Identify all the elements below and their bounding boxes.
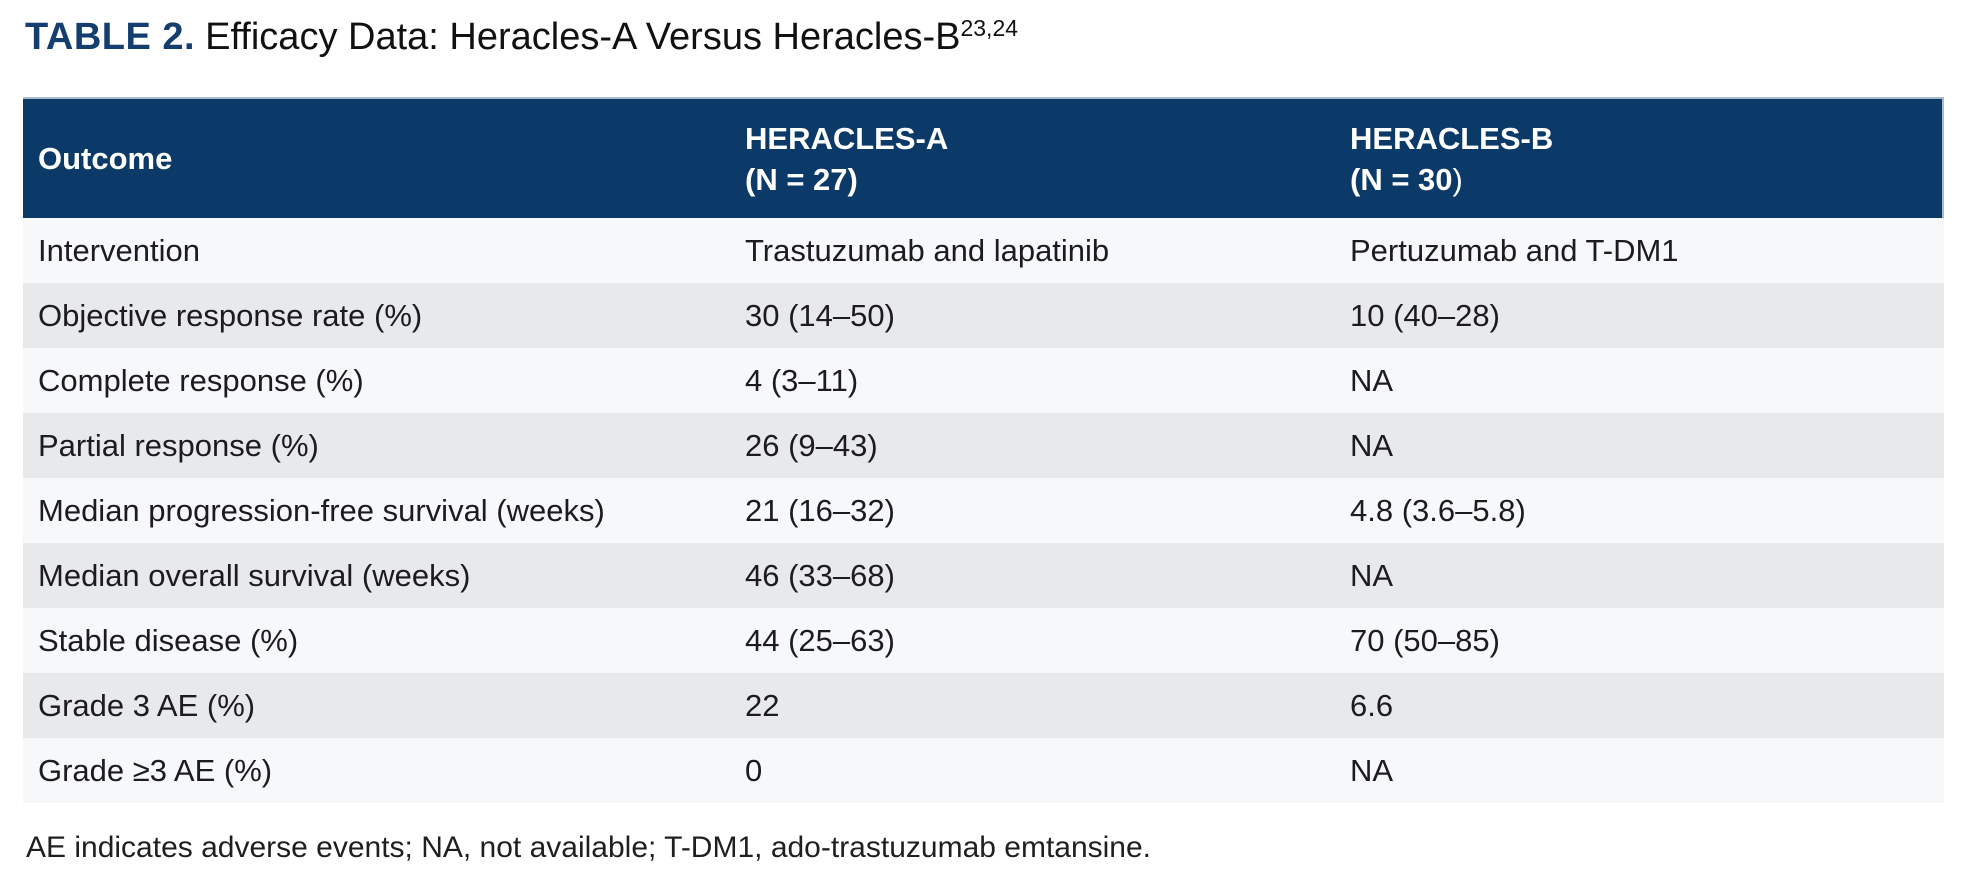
header-cell-heracles-a: HERACLES-A (N = 27) <box>745 118 1350 200</box>
heracles-a-cell: 21 (16–32) <box>745 492 895 528</box>
heracles-a-cell: 46 (33–68) <box>745 557 895 593</box>
reference-superscript: 23,24 <box>960 15 1019 41</box>
heracles-b-cell: Pertuzumab and T-DM1 <box>1350 232 1679 268</box>
table-row: Partial response (%) 26 (9–43) NA <box>23 413 1944 478</box>
outcome-cell: Complete response (%) <box>38 362 364 398</box>
heracles-b-n: (N = 30) <box>1350 161 1463 197</box>
table-row: Grade ≥3 AE (%) 0 NA <box>23 738 1944 803</box>
table-title-text: Efficacy Data: Heracles-A Versus Heracle… <box>205 16 961 58</box>
table-row: Stable disease (%) 44 (25–63) 70 (50–85) <box>23 608 1944 673</box>
heracles-a-cell: 30 (14–50) <box>745 297 895 333</box>
heracles-a-cell: 0 <box>745 752 763 788</box>
table-number-label: TABLE 2. <box>25 16 196 58</box>
table-row: Median overall survival (weeks) 46 (33–6… <box>23 543 1944 608</box>
heracles-b-cell: 10 (40–28) <box>1350 297 1500 333</box>
efficacy-table: Outcome HERACLES-A (N = 27) HERACLES-B (… <box>23 97 1944 803</box>
table-row: Median progression-free survival (weeks)… <box>23 478 1944 543</box>
heracles-b-cell: 6.6 <box>1350 687 1394 723</box>
heracles-a-cell: 26 (9–43) <box>745 427 878 463</box>
heracles-b-cell: 4.8 (3.6–5.8) <box>1350 492 1526 528</box>
heracles-a-name: HERACLES-A <box>745 120 949 156</box>
outcome-cell: Median overall survival (weeks) <box>38 557 471 593</box>
heracles-a-cell: 4 (3–11) <box>745 362 859 398</box>
heracles-a-cell: 22 <box>745 687 780 723</box>
page-title: TABLE 2. Efficacy Data: Heracles-A Versus… <box>25 14 1018 60</box>
outcome-cell: Stable disease (%) <box>38 622 299 658</box>
heracles-b-cell: NA <box>1350 752 1394 788</box>
heracles-b-cell: 70 (50–85) <box>1350 622 1500 658</box>
header-cell-heracles-b: HERACLES-B (N = 30) <box>1350 118 1942 200</box>
header-cell-outcome: Outcome <box>38 141 173 176</box>
outcome-cell: Intervention <box>38 232 200 268</box>
heracles-b-cell: NA <box>1350 427 1394 463</box>
table-row: Complete response (%) 4 (3–11) NA <box>23 348 1944 413</box>
table-row: Grade 3 AE (%) 22 6.6 <box>23 673 1944 738</box>
heracles-a-n: (N = 27) <box>745 161 858 197</box>
outcome-cell: Median progression-free survival (weeks) <box>38 492 605 528</box>
table-footnote: AE indicates adverse events; NA, not ava… <box>26 831 1152 864</box>
heracles-b-cell: NA <box>1350 557 1394 593</box>
outcome-cell: Partial response (%) <box>38 427 319 463</box>
heracles-b-cell: NA <box>1350 362 1394 398</box>
heracles-b-name: HERACLES-B <box>1350 120 1554 156</box>
table-row: Objective response rate (%) 30 (14–50) 1… <box>23 283 1944 348</box>
heracles-a-cell: Trastuzumab and lapatinib <box>745 232 1110 268</box>
table-header-row: Outcome HERACLES-A (N = 27) HERACLES-B (… <box>23 97 1944 218</box>
outcome-cell: Grade 3 AE (%) <box>38 687 256 723</box>
heracles-a-cell: 44 (25–63) <box>745 622 895 658</box>
outcome-cell: Grade ≥3 AE (%) <box>38 752 273 788</box>
outcome-cell: Objective response rate (%) <box>38 297 423 333</box>
table-row: Intervention Trastuzumab and lapatinib P… <box>23 218 1944 283</box>
